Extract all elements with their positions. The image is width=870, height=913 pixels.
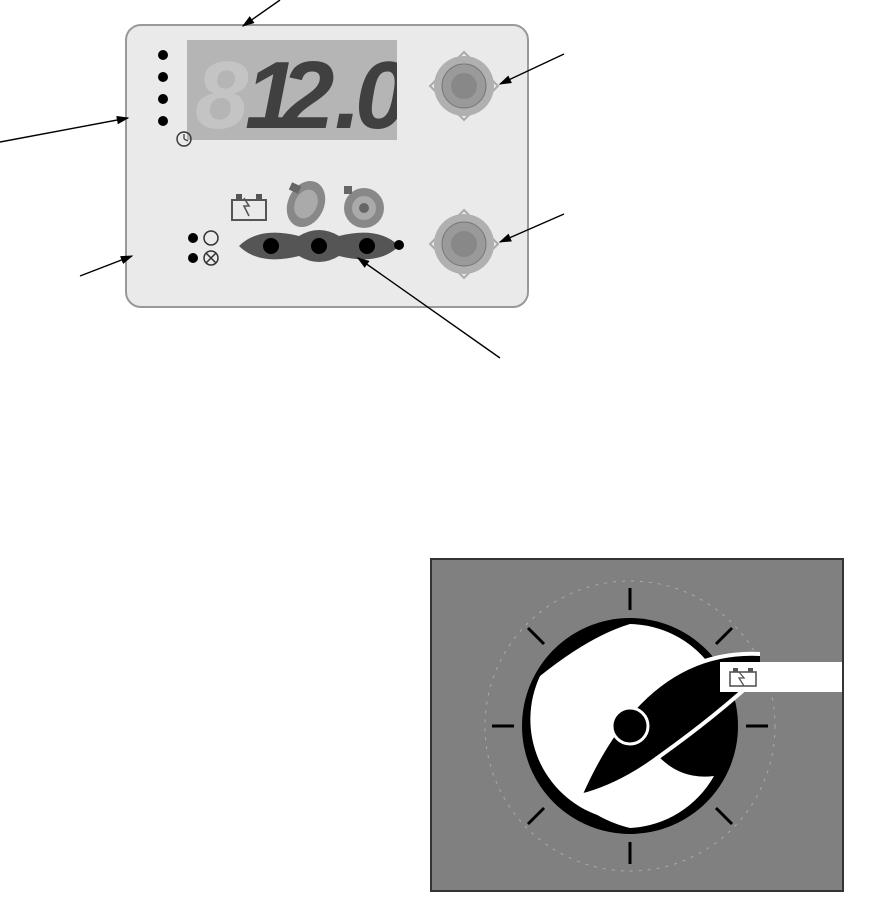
led-4 — [158, 116, 168, 126]
clock-icon — [175, 130, 193, 148]
lcd-digits: 8 1 2. 0 — [187, 40, 397, 140]
svg-text:2.: 2. — [279, 42, 361, 140]
mode-dial-figure — [430, 558, 844, 892]
device-icon-row — [222, 174, 422, 230]
status-led-column — [158, 50, 168, 126]
led-1 — [158, 50, 168, 60]
dial-position-tag — [720, 662, 842, 692]
starter-icon — [280, 175, 333, 230]
alternator-icon — [344, 186, 384, 228]
rotary-knob-bottom[interactable] — [424, 204, 504, 284]
svg-text:0: 0 — [355, 42, 397, 140]
rotary-knob-top[interactable] — [424, 46, 504, 126]
lcd-display: 8 1 2. 0 12.0 — [187, 40, 397, 140]
led-3 — [158, 94, 168, 104]
control-panel: 8 1 2. 0 12.0 — [125, 24, 529, 308]
mode-selector[interactable] — [219, 224, 419, 268]
battery-icon — [724, 662, 764, 692]
battery-icon — [232, 194, 266, 220]
led-2 — [158, 72, 168, 82]
selector-side-led — [394, 240, 404, 250]
svg-text:8: 8 — [195, 42, 249, 140]
mode-dial[interactable] — [500, 596, 760, 856]
